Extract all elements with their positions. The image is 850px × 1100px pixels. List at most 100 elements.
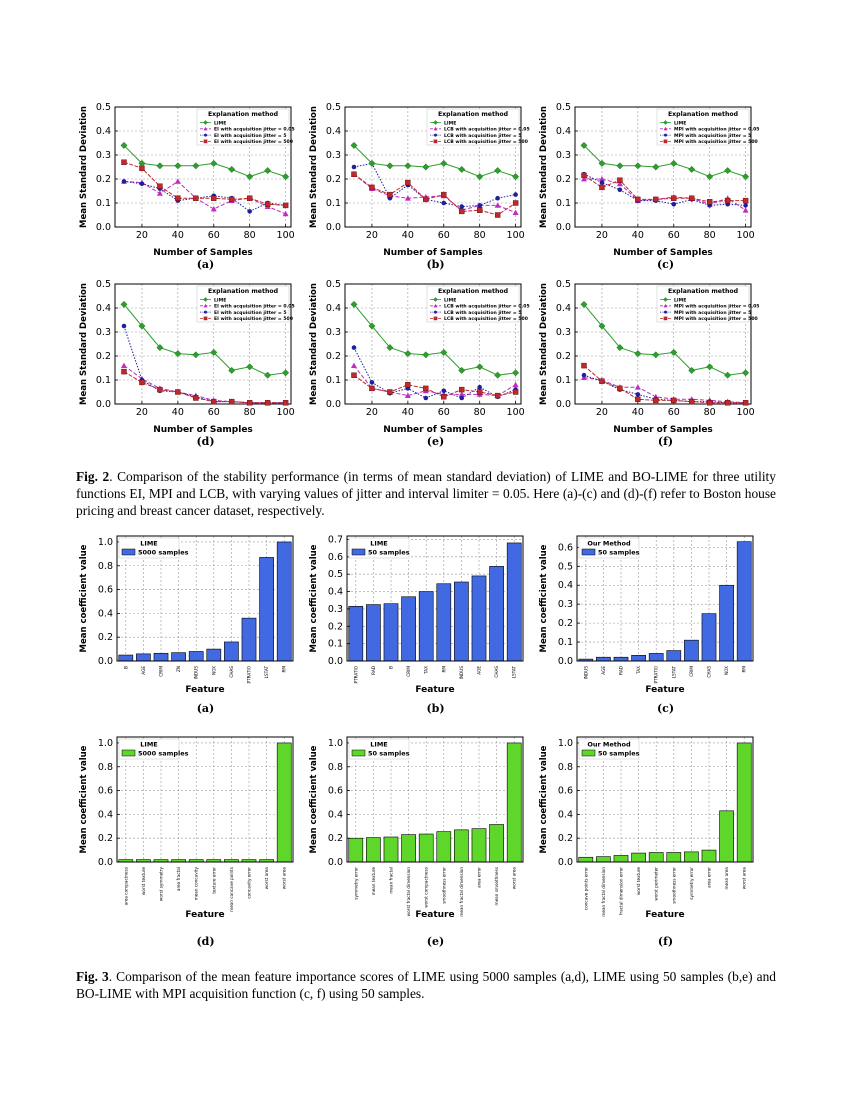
y-tick-label: 0.5 <box>558 561 573 572</box>
fig3-label-d: (d) <box>196 935 215 948</box>
x-tick-label: 60 <box>208 230 220 241</box>
feature-tick-label: INDUS <box>459 666 464 680</box>
fig2-panel-f: 20 40 60 80 100 0.0 0.1 0.2 0.3 0.4 0.5 Number of S… <box>532 277 767 442</box>
series-jitter-0.05-point <box>458 391 465 397</box>
y-tick-label: 0.3 <box>556 150 571 161</box>
feature-tick-label: TAX <box>424 666 429 675</box>
legend-marker-shape <box>434 133 437 137</box>
legend-marker-shape <box>433 303 438 308</box>
bar <box>454 829 469 863</box>
y-tick-label: 0.0 <box>98 656 113 667</box>
legend-title: Our Method <box>587 540 631 548</box>
series-jitter-5-point <box>495 195 500 201</box>
bar <box>224 641 239 662</box>
series-jitter-500-point <box>653 196 659 203</box>
series-jitter-0.05-point <box>512 209 519 215</box>
series-lime-point <box>634 350 642 358</box>
series-jitter-500-line <box>123 161 286 206</box>
feature-tick-label: RM <box>742 666 747 673</box>
legend-title: LIME <box>370 540 387 548</box>
series-lime-point <box>458 165 466 173</box>
x-axis-label: Number of Samples <box>153 425 253 435</box>
bar <box>401 596 416 662</box>
legend-marker <box>203 303 208 308</box>
feature-tick-label: RM <box>441 666 446 673</box>
bar <box>489 824 504 863</box>
fig3-panel-d: 0.0 0.2 0.4 0.6 0.8 1.0 area compactness worst … <box>72 733 307 928</box>
series-jitter-0.05-point <box>120 362 127 368</box>
feature-tick-label: CHAS <box>494 666 499 678</box>
series-jitter-500-point <box>175 195 181 201</box>
series-jitter-500-point <box>157 386 163 393</box>
series-jitter-500-point <box>617 385 623 392</box>
legend-entry: 50 samples <box>598 750 640 758</box>
bar <box>506 742 522 863</box>
bar <box>631 852 646 863</box>
bar <box>736 541 752 662</box>
legend-marker-shape <box>663 120 668 125</box>
feature-tick-label: LSTAT <box>512 666 517 679</box>
series-lime-point <box>742 173 750 181</box>
y-tick-label: 0.5 <box>556 279 571 290</box>
series-lime-point <box>494 371 502 379</box>
y-tick-label: 0.6 <box>558 542 573 553</box>
bar <box>383 603 399 662</box>
legend-marker-shape <box>433 126 438 131</box>
legend-swatch <box>351 749 366 757</box>
series-jitter-500-point <box>599 378 605 384</box>
y-tick-label: 0.0 <box>326 222 341 233</box>
series-lime-point <box>422 351 430 359</box>
x-tick-label: 40 <box>172 407 184 418</box>
feature-tick-label: worst area <box>264 867 269 890</box>
y-tick-label: 0.3 <box>96 327 111 338</box>
x-tick-label: 100 <box>507 230 525 241</box>
y-tick-label: 0.0 <box>556 399 571 410</box>
legend-entry: LIME <box>674 297 686 303</box>
y-tick-label: 0.4 <box>98 608 113 619</box>
series-jitter-5-line <box>353 162 516 208</box>
legend-marker <box>433 316 438 321</box>
y-tick-label: 0.0 <box>558 656 573 667</box>
series-jitter-500-point <box>459 386 465 393</box>
feature-tick-label: AGE <box>601 666 606 675</box>
series-lime-point <box>724 167 732 175</box>
series-lime-point <box>670 348 678 356</box>
feature-tick-label: TAX <box>636 666 641 675</box>
x-tick-label: 60 <box>438 407 450 418</box>
feature-tick-label: B <box>123 666 128 669</box>
y-tick-label: 0.1 <box>328 639 343 650</box>
legend-entry: LCB with acquisition jitter = 0.05 <box>444 127 530 133</box>
legend-entry: LIME <box>444 120 456 126</box>
y-tick-label: 0.8 <box>98 762 113 773</box>
series-lime-point <box>458 366 466 374</box>
y-tick-label: 0.0 <box>558 857 573 868</box>
legend-marker <box>663 139 668 144</box>
fig2-label-f: (f) <box>657 435 674 448</box>
fig2-label-e: (e) <box>426 435 445 448</box>
y-tick-label: 0.8 <box>558 762 573 773</box>
bar <box>171 652 186 662</box>
feature-tick-label: mean fractal <box>389 867 394 894</box>
legend-marker-shape <box>664 133 667 137</box>
legend-marker <box>434 310 437 314</box>
fig2-panel-a: 20 40 60 80 100 0.0 0.1 0.2 0.3 0.4 0.5 Number of S… <box>72 100 307 265</box>
y-tick-label: 0.6 <box>328 552 343 563</box>
legend-entry: EI with acquisition jitter = 500 <box>214 139 293 145</box>
series-jitter-500-point <box>441 191 447 198</box>
bar <box>366 604 381 662</box>
bar <box>418 833 434 863</box>
legend-swatch <box>581 749 596 757</box>
fig2-label-b: (b) <box>426 258 445 271</box>
legend-marker <box>433 120 438 125</box>
series-lime-point <box>350 141 358 149</box>
series-lime-point <box>688 165 696 173</box>
series-jitter-0.05-point <box>742 207 749 213</box>
feature-tick-label: worst area <box>282 867 287 890</box>
y-tick-label: 0.4 <box>326 126 341 137</box>
feature-tick-label: CRIM <box>159 666 164 677</box>
y-tick-label: 0.3 <box>328 604 343 615</box>
fig2-caption-text: . Comparison of the stability performanc… <box>76 469 776 518</box>
legend-marker <box>663 126 668 131</box>
series-jitter-0.05-point <box>512 381 519 388</box>
bar <box>666 650 682 662</box>
